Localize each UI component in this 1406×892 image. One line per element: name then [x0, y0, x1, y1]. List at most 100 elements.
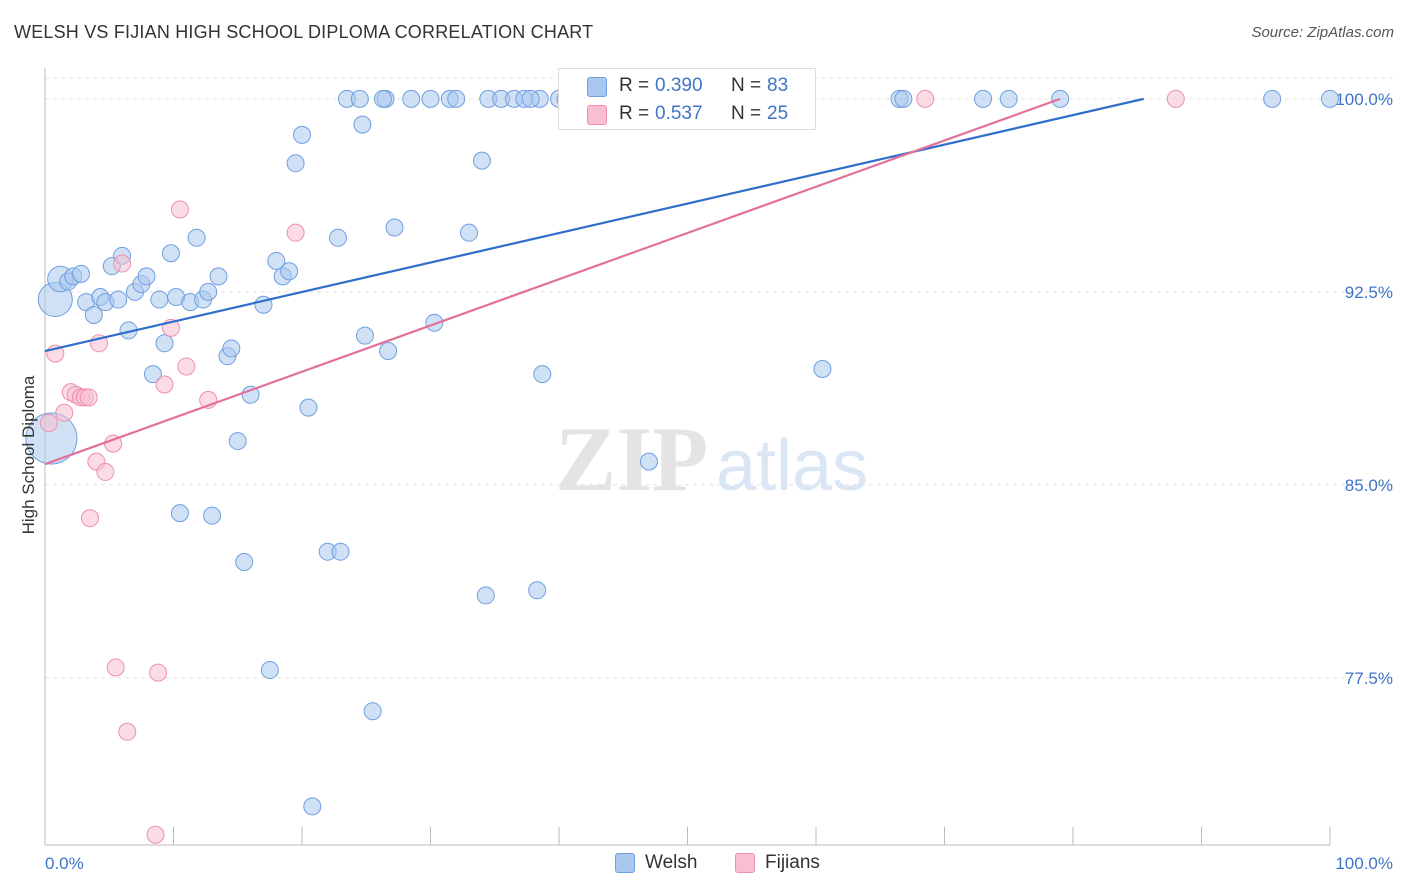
welsh-point	[84, 305, 103, 324]
stats-legend: R = 0.390 N = 83 R = 0.537 N = 25	[558, 68, 816, 130]
stats-row-fijians: R = 0.537 N = 25	[559, 101, 815, 129]
fijians-r-label: R =	[619, 103, 650, 124]
legend-fijians-swatch	[735, 853, 755, 873]
welsh-point	[241, 385, 260, 404]
welsh-point	[521, 89, 540, 108]
welsh-point	[299, 398, 318, 417]
welsh-point	[328, 228, 347, 247]
source-label: Source: ZipAtlas.com	[1251, 24, 1394, 41]
fijians-point	[1166, 89, 1185, 108]
x-tick-label: 100.0%	[1335, 854, 1393, 873]
watermark-zip: ZIP	[555, 408, 708, 510]
fijians-point	[916, 89, 935, 108]
welsh-n-value: 83	[767, 75, 789, 96]
welsh-point	[109, 290, 128, 309]
fijians-swatch	[587, 105, 607, 125]
fijians-point	[80, 509, 99, 528]
welsh-point	[1321, 89, 1339, 108]
welsh-point	[363, 702, 382, 721]
fijians-point	[39, 414, 58, 433]
welsh-point	[533, 365, 552, 384]
welsh-point	[155, 334, 174, 353]
welsh-point	[170, 504, 189, 523]
x-tick-label: 0.0%	[45, 854, 84, 873]
welsh-point	[280, 262, 299, 281]
points-layer	[25, 89, 1339, 844]
welsh-point	[350, 89, 369, 108]
welsh-r-label: R =	[619, 75, 650, 96]
welsh-point	[209, 267, 228, 286]
welsh-trend-line	[44, 97, 1144, 353]
welsh-point	[528, 581, 547, 600]
welsh-point	[472, 151, 491, 170]
legend-welsh-swatch	[615, 853, 635, 873]
welsh-swatch	[587, 77, 607, 97]
welsh-r-value: 0.390	[655, 75, 703, 96]
welsh-point	[303, 797, 322, 816]
welsh-point	[25, 412, 78, 465]
fijians-point	[96, 462, 115, 481]
welsh-point	[228, 432, 247, 451]
y-axis-label: High School Diploma	[19, 375, 38, 534]
welsh-point	[260, 661, 279, 680]
legend-item-welsh[interactable]: Welsh	[615, 852, 697, 874]
welsh-point	[373, 89, 392, 108]
y-tick-label: 85.0%	[1345, 476, 1393, 495]
welsh-point	[331, 542, 350, 561]
welsh-point	[813, 360, 832, 379]
fijians-point	[286, 223, 305, 242]
welsh-point	[385, 218, 404, 237]
fijians-point	[170, 200, 189, 219]
fijians-point	[106, 658, 125, 677]
welsh-point	[1263, 89, 1282, 108]
welsh-point	[71, 264, 90, 283]
fijians-trend-line	[44, 97, 1061, 466]
welsh-point	[421, 89, 440, 108]
welsh-point	[222, 339, 241, 358]
fijians-r-value: 0.537	[655, 103, 703, 124]
welsh-point	[447, 89, 466, 108]
chart-title: WELSH VS FIJIAN HIGH SCHOOL DIPLOMA CORR…	[14, 22, 594, 42]
welsh-point	[425, 313, 444, 332]
welsh-point	[894, 89, 913, 108]
y-tick-label: 77.5%	[1345, 669, 1393, 688]
fijians-point	[155, 375, 174, 394]
welsh-point	[460, 223, 479, 242]
welsh-point	[143, 365, 162, 384]
welsh-point	[293, 125, 311, 144]
fijians-point	[146, 825, 165, 844]
fijians-point	[149, 663, 168, 682]
welsh-point	[150, 290, 169, 309]
welsh-point	[161, 244, 180, 263]
fijians-point	[113, 254, 132, 273]
welsh-point	[199, 282, 218, 301]
y-tick-label: 100.0%	[1335, 90, 1393, 109]
welsh-point	[476, 586, 495, 605]
welsh-point	[137, 267, 156, 286]
welsh-point	[379, 342, 398, 361]
fijians-point	[118, 722, 137, 741]
fijians-point	[55, 403, 74, 422]
welsh-point	[999, 89, 1018, 108]
y-tick-label: 92.5%	[1345, 283, 1393, 302]
welsh-point	[203, 506, 222, 525]
welsh-point	[235, 552, 254, 571]
welsh-point	[974, 89, 993, 108]
legend-welsh-label: Welsh	[645, 852, 698, 873]
welsh-point	[402, 89, 421, 108]
grid-layer	[45, 77, 1395, 679]
trend-layer	[44, 97, 1144, 466]
fijians-point	[177, 357, 196, 376]
fijians-point	[79, 388, 98, 407]
welsh-point	[286, 154, 305, 173]
welsh-point	[639, 452, 658, 471]
watermark-atlas: atlas	[716, 426, 868, 506]
welsh-point	[187, 228, 206, 247]
welsh-point	[353, 115, 372, 134]
legend-item-fijians[interactable]: Fijians	[735, 852, 820, 874]
series-legend: Welsh Fijians	[0, 850, 1406, 880]
fijians-n-value: 25	[767, 103, 789, 124]
stats-row-welsh: R = 0.390 N = 83	[559, 73, 815, 101]
welsh-point	[355, 326, 374, 345]
